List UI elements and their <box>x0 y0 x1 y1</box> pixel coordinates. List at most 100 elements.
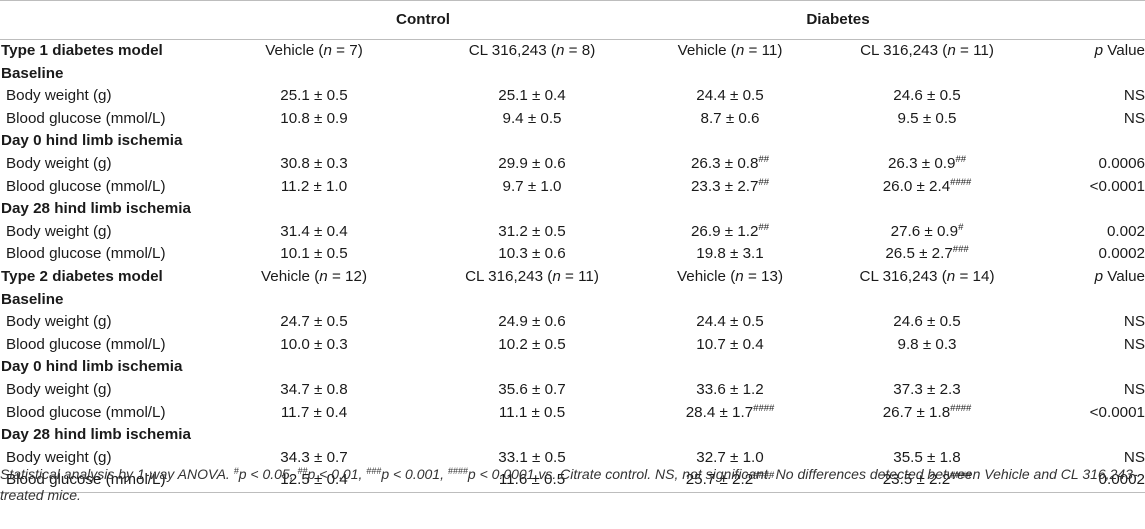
value-cell: 26.9 ± 1.2## <box>641 221 819 244</box>
p-value-cell: NS <box>1123 448 1145 466</box>
n-symbol: n <box>319 267 328 285</box>
empty-cell <box>641 424 819 447</box>
significance-mark: # <box>958 221 964 233</box>
value-cell: 33.1 ± 0.5 <box>423 447 641 470</box>
mean-sem-value: 24.7 ± 0.5 <box>280 313 348 331</box>
value-cell: 9.7 ± 1.0 <box>423 176 641 199</box>
footnote-mark: ### <box>366 466 382 476</box>
model-header-row: Type 1 diabetes model Vehicle (n = 7) CL 3… <box>0 40 1145 63</box>
mean-sem-value: 8.7 ± 0.6 <box>700 109 760 127</box>
mean-sem-value: 26.9 ± 1.2 <box>690 222 759 240</box>
empty-cell <box>205 356 423 379</box>
mean-sem-value: 9.5 ± 0.5 <box>897 109 957 127</box>
empty-cell <box>205 289 423 312</box>
measure-label: Body weight (g) <box>6 448 112 466</box>
mean-sem-value: 26.3 ± 0.8 <box>690 154 759 172</box>
mean-sem-value: 23.5 ± 2.2 <box>882 471 951 489</box>
empty-cell <box>205 130 423 153</box>
group-name: Vehicle <box>677 267 726 285</box>
value-cell: 24.4 ± 0.5 <box>641 311 819 334</box>
table-row: Body weight (g) 34.7 ± 0.8 35.6 ± 0.7 33.6 … <box>0 379 1145 402</box>
group-n: 12 <box>345 267 362 285</box>
measure-label: Body weight (g) <box>6 154 112 172</box>
table-footnote: Statistical analysis by 1-way ANOVA. #p … <box>0 464 1140 506</box>
timepoint-title: Day 0 hind limb ischemia <box>1 132 183 150</box>
mean-sem-value: 10.3 ± 0.6 <box>498 245 566 263</box>
mean-sem-value: 25.1 ± 0.4 <box>498 87 566 105</box>
empty-cell <box>641 356 819 379</box>
mean-sem-value: 24.4 ± 0.5 <box>696 313 764 331</box>
footnote-item-text: p < 0.05, <box>238 466 298 482</box>
measure-label: Blood glucose (mmol/L) <box>6 109 166 127</box>
mean-sem-value: 31.4 ± 0.4 <box>280 222 348 240</box>
p-value-cell: <0.0001 <box>1089 177 1145 195</box>
value-cell: 26.3 ± 0.9## <box>819 153 1035 176</box>
p-value-cell: NS <box>1123 313 1145 331</box>
n-symbol: n <box>552 267 561 285</box>
group-name: CL 316,243 <box>859 267 938 285</box>
p-value-cell: <0.0001 <box>1089 403 1145 421</box>
footnote-tail: vs. Citrate control. NS, not significant… <box>0 466 1138 503</box>
p-value-cell: 0.002 <box>1106 222 1145 240</box>
significance-mark: ### <box>952 244 969 256</box>
group-column-label: CL 316,243 (n = 11) <box>860 42 994 59</box>
timepoint-row: Baseline <box>0 289 1145 312</box>
value-cell: 25.1 ± 0.4 <box>423 85 641 108</box>
group-n: 8 <box>581 42 591 59</box>
empty-cell <box>423 289 641 312</box>
value-cell: 26.5 ± 2.7### <box>819 243 1035 266</box>
footnote-significance-items: #p < 0.05, ##p < 0.01, ###p < 0.001, ###… <box>234 466 535 482</box>
value-cell: 24.7 ± 0.5 <box>205 311 423 334</box>
mean-sem-value: 24.4 ± 0.5 <box>696 87 764 105</box>
empty-cell <box>1035 289 1145 312</box>
significance-mark: #### <box>950 402 972 414</box>
measure-label: Body weight (g) <box>6 380 112 398</box>
mean-sem-value: 11.7 ± 0.4 <box>280 403 348 421</box>
n-symbol: n <box>946 267 956 285</box>
empty-cell <box>423 356 641 379</box>
empty-cell <box>641 63 819 86</box>
empty-cell <box>205 63 423 86</box>
value-cell: 26.7 ± 1.8#### <box>819 402 1035 425</box>
p-value-cell: NS <box>1123 87 1145 105</box>
mean-sem-value: 10.2 ± 0.5 <box>498 335 566 353</box>
value-cell: 27.6 ± 0.9# <box>819 221 1035 244</box>
mean-sem-value: 34.3 ± 0.7 <box>280 448 348 466</box>
p-value-word: Value <box>1103 42 1145 59</box>
timepoint-row: Day 0 hind limb ischemia <box>0 130 1145 153</box>
timepoint-title: Day 28 hind limb ischemia <box>1 200 191 218</box>
p-value-cell: 0.0002 <box>1035 469 1145 493</box>
value-cell: 11.6 ± 0.5 <box>423 469 641 493</box>
empty-cell <box>205 424 423 447</box>
footnote-mark: # <box>233 466 239 476</box>
mean-sem-value: 32.7 ± 1.0 <box>696 448 764 466</box>
results-table: Control Diabetes Type 1 diabetes model Ve… <box>0 0 1145 493</box>
table-row: Blood glucose (mmol/L) 11.7 ± 0.4 11.1 ± 0… <box>0 402 1145 425</box>
p-symbol: p <box>1094 42 1104 59</box>
empty-cell <box>819 356 1035 379</box>
value-cell: 24.6 ± 0.5 <box>819 311 1035 334</box>
footnote-mark: #### <box>447 466 468 476</box>
empty-cell <box>1035 63 1145 86</box>
table-row: Blood glucose (mmol/L) 12.5 ± 0.4 11.6 ± 0… <box>0 469 1145 493</box>
footnote-item-text: p < 0.0001 <box>467 466 535 482</box>
value-cell: 26.0 ± 2.4#### <box>819 176 1035 199</box>
mean-sem-value: 23.3 ± 2.7 <box>690 177 759 195</box>
group-column-label: Vehicle (n = 7) <box>265 42 363 59</box>
mean-sem-value: 26.0 ± 2.4 <box>882 177 951 195</box>
mean-sem-value: 27.6 ± 0.9 <box>890 222 959 240</box>
footnote-mark: ## <box>297 466 308 476</box>
n-symbol: n <box>947 42 956 59</box>
value-cell: 31.4 ± 0.4 <box>205 221 423 244</box>
empty-cell <box>1035 130 1145 153</box>
p-symbol: p <box>1094 267 1104 285</box>
significance-mark: ## <box>758 153 770 165</box>
measure-label: Body weight (g) <box>6 313 112 331</box>
significance-mark: ## <box>758 176 770 188</box>
empty-cell <box>205 198 423 221</box>
significance-mark: ## <box>955 153 967 165</box>
value-cell: 9.4 ± 0.5 <box>423 108 641 131</box>
group-n: 11 <box>973 42 989 59</box>
group-name: Vehicle <box>677 42 727 59</box>
value-cell: 31.2 ± 0.5 <box>423 221 641 244</box>
